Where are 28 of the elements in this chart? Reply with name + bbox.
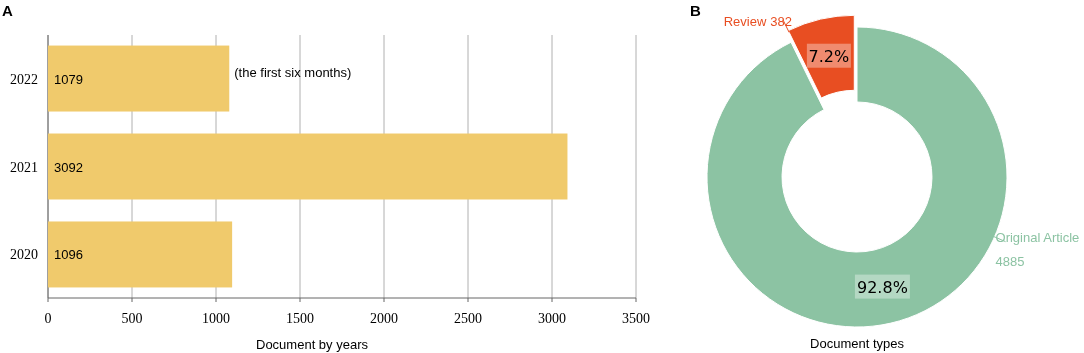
chart-title: A (2, 2, 13, 19)
data-label: 4885 (995, 253, 1025, 269)
x-axis-title: Document by years (256, 337, 369, 352)
slice-label: Original Article (995, 229, 1080, 245)
slice-label: Review (723, 13, 767, 29)
text: 7.2% (808, 46, 850, 66)
data-label: 1079 (54, 71, 83, 87)
x-tick-label: 1500 (286, 311, 314, 326)
x-tick-label: 0 (44, 311, 52, 326)
bar (48, 45, 230, 112)
chart-title: B (690, 2, 701, 19)
text: 92.8% (857, 277, 908, 297)
y-tick-label: 2021 (10, 159, 38, 175)
x-tick-label: 500 (121, 311, 143, 326)
x-tick-label: 2500 (454, 311, 482, 326)
annotation: (the first six months) (234, 64, 352, 80)
data-label: 3092 (54, 159, 83, 175)
y-tick-label: 2022 (10, 71, 38, 87)
x-tick-label: 3000 (538, 311, 566, 326)
text: Document types (810, 336, 905, 351)
x-tick-label: 3500 (622, 311, 650, 326)
bar (48, 133, 568, 200)
data-label: 1096 (54, 247, 83, 263)
data-label: 382 (770, 13, 792, 29)
y-tick-label: 2020 (10, 247, 38, 263)
bar (48, 221, 233, 288)
x-tick-label: 1000 (202, 311, 230, 326)
x-tick-label: 2000 (370, 311, 398, 326)
